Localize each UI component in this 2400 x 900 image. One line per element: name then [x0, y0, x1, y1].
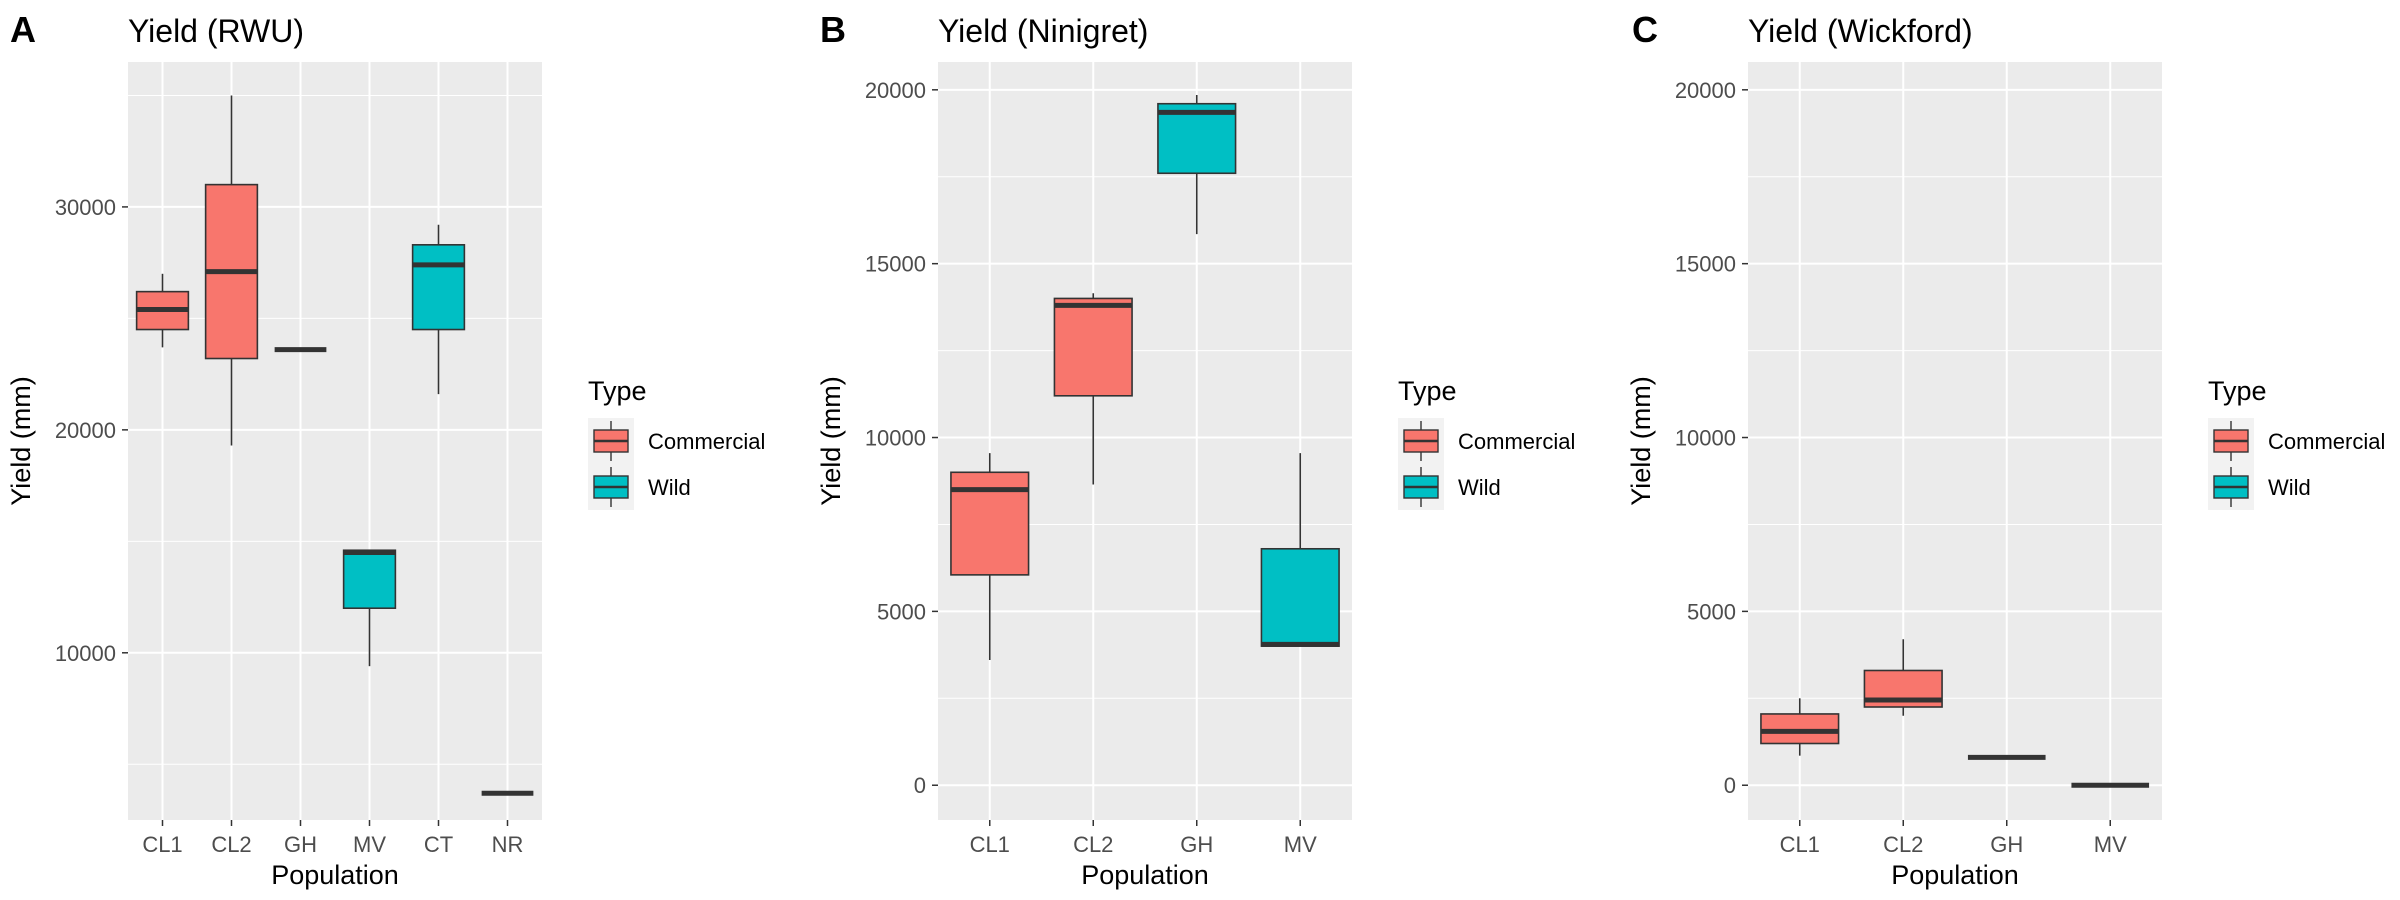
box-mv [1260, 453, 1340, 647]
box-body [1053, 297, 1133, 397]
legend-label: Wild [2268, 475, 2311, 500]
x-axis-title: Population [1891, 860, 2019, 890]
x-tick-label: NR [492, 832, 524, 857]
y-tick-label: 15000 [1675, 252, 1736, 277]
x-tick-label: CL1 [970, 832, 1010, 857]
x-axis-title: Population [271, 860, 399, 890]
y-tick-label: 30000 [55, 195, 116, 220]
legend-key-commercial [1398, 418, 1444, 464]
chart-title: Yield (Ninigret) [938, 13, 1148, 49]
legend-key-commercial [588, 418, 634, 464]
panel-letter: A [10, 9, 36, 50]
panel-letter: B [820, 9, 846, 50]
legend-title: Type [588, 376, 647, 406]
x-tick-label: GH [1180, 832, 1213, 857]
x-tick-label: CL2 [1883, 832, 1923, 857]
x-tick-label: CL2 [211, 832, 251, 857]
y-tick-label: 5000 [877, 599, 926, 624]
box-body [1760, 713, 1840, 745]
legend-key-wild [588, 464, 634, 510]
y-tick-label: 5000 [1687, 599, 1736, 624]
legend-label: Commercial [648, 429, 765, 454]
legend-key-commercial [2208, 418, 2254, 464]
panel-c: C Yield (Wickford) 0 5000 10000 15000 20000 CL1… [1626, 9, 2385, 890]
legend-title: Type [1398, 376, 1457, 406]
y-axis-title: Yield (mm) [816, 376, 846, 506]
y-axis-title: Yield (mm) [6, 376, 36, 506]
x-tick-label: GH [1990, 832, 2023, 857]
x-tick-label: CL2 [1073, 832, 1113, 857]
box-cl2 [1053, 293, 1133, 485]
y-tick-label: 15000 [865, 252, 926, 277]
y-tick-label: 0 [1724, 773, 1736, 798]
box-body [1157, 102, 1237, 175]
legend-label: Commercial [2268, 429, 2385, 454]
box-ct [411, 224, 466, 395]
box-gh [1157, 95, 1237, 235]
y-tick-label: 10000 [55, 641, 116, 666]
legend-label: Wild [648, 475, 691, 500]
chart-title: Yield (Wickford) [1748, 13, 1973, 49]
legend-label: Commercial [1458, 429, 1575, 454]
x-tick-label: CT [424, 832, 453, 857]
panel-a: A Yield (RWU) 10000 20000 30000 CL1 CL2 GH MV CT N… [6, 9, 765, 890]
box-cl1 [1760, 698, 1840, 756]
box-body [411, 244, 466, 331]
panel-letter: C [1632, 9, 1658, 50]
x-tick-label: CL1 [1780, 832, 1820, 857]
y-tick-label: 10000 [1675, 426, 1736, 451]
y-tick-label: 20000 [1675, 78, 1736, 103]
y-tick-label: 10000 [865, 426, 926, 451]
x-tick-label: MV [353, 832, 386, 857]
box-body [342, 549, 397, 610]
x-axis-title: Population [1081, 860, 1209, 890]
box-cl1 [950, 453, 1030, 661]
legend-key-wild [2208, 464, 2254, 510]
plot-background [128, 62, 542, 820]
plot-background [938, 62, 1352, 820]
box-body [1260, 547, 1340, 647]
y-axis-title: Yield (mm) [1626, 376, 1656, 506]
y-tick-label: 20000 [865, 78, 926, 103]
x-tick-label: MV [1284, 832, 1317, 857]
y-tick-label: 0 [914, 773, 926, 798]
panel-b: B Yield (Ninigret) 0 5000 10000 15000 20000 CL1… [816, 9, 1575, 890]
box-cl2 [204, 95, 259, 446]
legend-label: Wild [1458, 475, 1501, 500]
plot-background [1748, 62, 2162, 820]
x-tick-label: GH [284, 832, 317, 857]
chart-title: Yield (RWU) [128, 13, 304, 49]
box-mv [342, 549, 397, 667]
box-cl2 [1863, 639, 1943, 716]
x-tick-label: CL1 [142, 832, 182, 857]
legend-key-wild [1398, 464, 1444, 510]
legend-title: Type [2208, 376, 2267, 406]
x-tick-label: MV [2094, 832, 2127, 857]
y-tick-label: 20000 [55, 418, 116, 443]
box-cl1 [135, 273, 190, 348]
